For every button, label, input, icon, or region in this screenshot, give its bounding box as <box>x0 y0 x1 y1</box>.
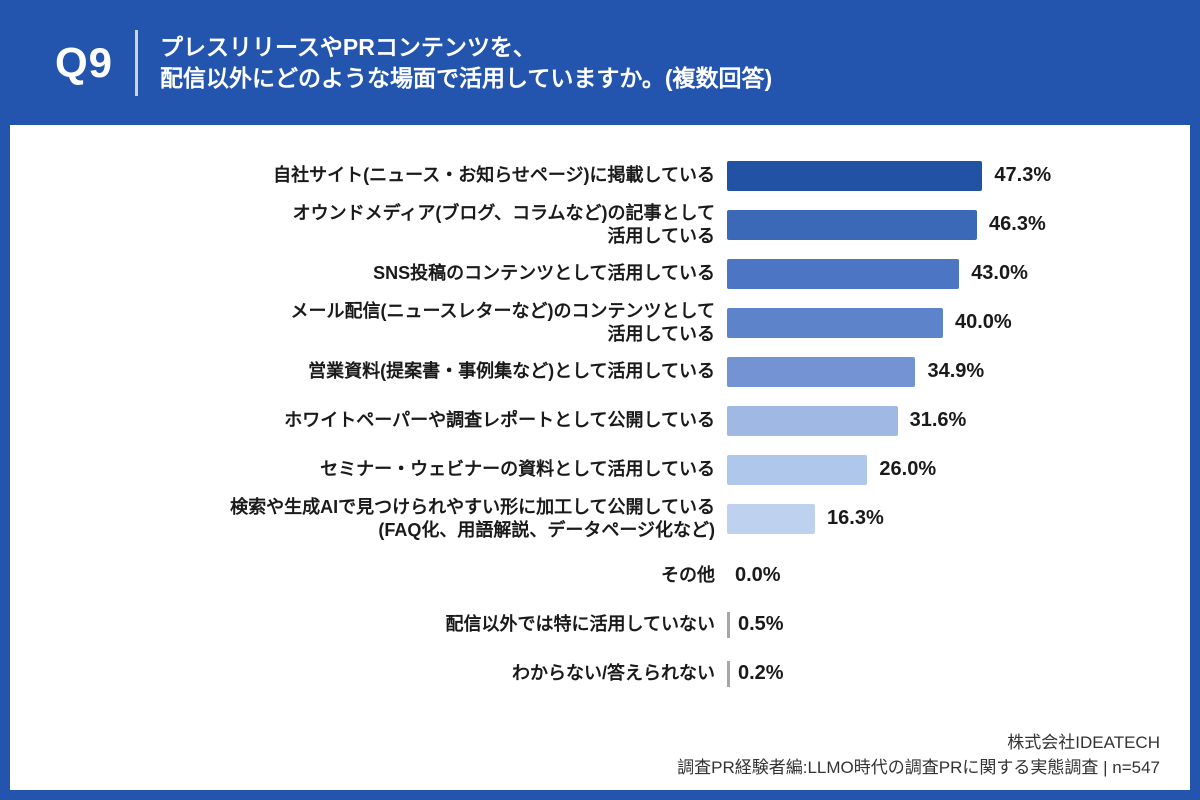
category-label: 自社サイト(ニュース・お知らせページ)に掲載している <box>273 165 715 185</box>
bar-cell: 0.5% <box>727 611 1174 638</box>
chart-row: その他 0.0% <box>30 551 1174 600</box>
bar <box>727 258 960 289</box>
category-label: SNS投稿のコンテンツとして活用している <box>373 263 715 283</box>
bar <box>727 660 730 687</box>
category-label: 営業資料(提案書・事例集など)として活用している <box>308 361 715 381</box>
source-footer: 株式会社IDEATECH 調査PR経験者編:LLMO時代の調査PRに関する実態調… <box>677 730 1160 780</box>
value-label: 46.3% <box>989 213 1046 235</box>
company-name: 株式会社IDEATECH <box>1007 733 1160 752</box>
chart-card: 自社サイト(ニュース・お知らせページ)に掲載している 47.3% オウンドメディア(… <box>10 125 1190 790</box>
bar <box>727 454 868 485</box>
question-header: Q9 プレスリリースやPRコンテンツを、 配信以外にどのような場面で活用していま… <box>0 0 1200 125</box>
bar-cell: 40.0% <box>727 307 1174 338</box>
category-label: わからない/答えられない <box>512 663 715 683</box>
value-label: 26.0% <box>879 458 937 480</box>
chart-row: 営業資料(提案書・事例集など)として活用している 34.9% <box>30 347 1174 396</box>
category-label: 検索や生成AIで見つけられやすい形に加工して公開している (FAQ化、用語解説、デ… <box>230 496 715 540</box>
bar <box>727 160 983 191</box>
bar-cell: 43.0% <box>727 258 1174 289</box>
bar <box>727 307 943 338</box>
bar <box>727 503 816 534</box>
chart-row: SNS投稿のコンテンツとして活用している 43.0% <box>30 249 1174 298</box>
bar <box>727 611 730 638</box>
survey-source: 調査PR経験者編:LLMO時代の調査PRに関する実態調査 | n=547 <box>677 758 1160 777</box>
category-label: その他 <box>661 565 715 585</box>
chart-row: オウンドメディア(ブログ、コラムなど)の記事として 活用している 46.3% <box>30 200 1174 249</box>
bar-cell: 16.3% <box>727 503 1174 534</box>
bar <box>727 405 898 436</box>
bar <box>727 209 978 240</box>
bar-cell: 0.2% <box>727 660 1174 687</box>
category-label: セミナー・ウェビナーの資料として活用している <box>320 459 715 479</box>
category-label: メール配信(ニュースレターなど)のコンテンツとして 活用している <box>290 300 715 344</box>
chart-rows: 自社サイト(ニュース・お知らせページ)に掲載している 47.3% オウンドメディア(… <box>30 151 1174 698</box>
value-label: 16.3% <box>827 507 884 529</box>
value-label: 43.0% <box>971 262 1028 284</box>
bar-cell: 31.6% <box>727 405 1174 436</box>
bar-cell: 34.9% <box>727 356 1174 387</box>
chart-row: 検索や生成AIで見つけられやすい形に加工して公開している (FAQ化、用語解説、デ… <box>30 494 1174 543</box>
bar-cell: 47.3% <box>727 160 1174 191</box>
category-label: オウンドメディア(ブログ、コラムなど)の記事として 活用している <box>292 202 715 246</box>
bar-cell: 26.0% <box>727 454 1174 485</box>
value-label: 47.3% <box>994 164 1052 186</box>
value-label: 0.2% <box>738 662 784 684</box>
value-label: 0.0% <box>735 564 781 586</box>
chart-row: セミナー・ウェビナーの資料として活用している 26.0% <box>30 445 1174 494</box>
header-divider <box>135 29 139 96</box>
value-label: 40.0% <box>955 311 1012 333</box>
category-label: ホワイトペーパーや調査レポートとして公開している <box>284 410 715 430</box>
value-label: 0.5% <box>738 613 784 635</box>
value-label: 34.9% <box>927 360 985 382</box>
chart-row: メール配信(ニュースレターなど)のコンテンツとして 活用している 40.0% <box>30 298 1174 347</box>
question-title-line2: 配信以外にどのような場面で活用していますか。(複数回答) <box>160 64 773 91</box>
question-number: Q9 <box>55 38 114 86</box>
chart-row: わからない/答えられない 0.2% <box>30 649 1174 698</box>
chart-row: 自社サイト(ニュース・お知らせページ)に掲載している 47.3% <box>30 151 1174 200</box>
bar-cell: 46.3% <box>727 209 1174 240</box>
chart-row: ホワイトペーパーや調査レポートとして公開している 31.6% <box>30 396 1174 445</box>
chart-row: 配信以外では特に活用していない 0.5% <box>30 600 1174 649</box>
bar-cell: 0.0% <box>727 564 1174 587</box>
value-label: 31.6% <box>909 409 967 431</box>
question-title-line1: プレスリリースやPRコンテンツを、 <box>160 33 536 60</box>
category-label: 配信以外では特に活用していない <box>445 614 715 634</box>
question-title: プレスリリースやPRコンテンツを、 配信以外にどのような場面で活用していますか。… <box>160 32 772 94</box>
bar <box>727 356 916 387</box>
